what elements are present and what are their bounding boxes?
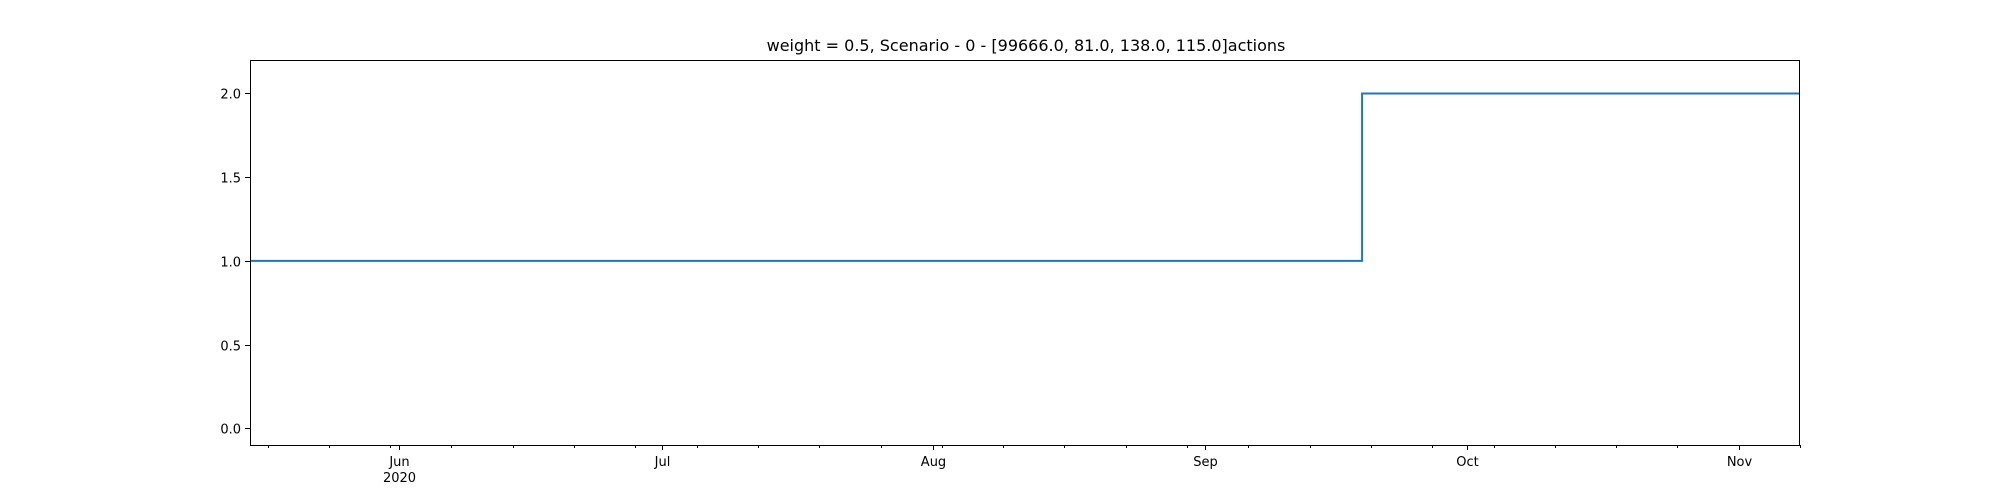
y-tick-label: 1.0 xyxy=(220,256,241,271)
y-tick-label: 0.5 xyxy=(220,340,241,355)
x-tick-label: Nov xyxy=(1727,455,1753,470)
y-tick-label: 2.0 xyxy=(220,88,241,103)
x-tick-label: Oct xyxy=(1456,455,1478,470)
y-tick-label: 0.0 xyxy=(220,423,241,438)
x-tick-sublabel: 2020 xyxy=(383,471,416,486)
x-tick-label: Jul xyxy=(654,455,671,470)
x-tick-label: Jun xyxy=(388,455,409,470)
series-layer xyxy=(250,92,1800,262)
y-tick-label: 1.5 xyxy=(220,172,241,187)
x-tick-label: Aug xyxy=(921,455,946,470)
x-tick-label: Sep xyxy=(1193,455,1218,470)
y-axis: 0.0 0.5 1.0 1.5 2.0 xyxy=(220,88,250,438)
plot-frame xyxy=(250,60,1800,446)
series-line xyxy=(250,92,1800,262)
chart-title: weight = 0.5, Scenario - 0 - [99666.0, 8… xyxy=(767,36,1286,55)
